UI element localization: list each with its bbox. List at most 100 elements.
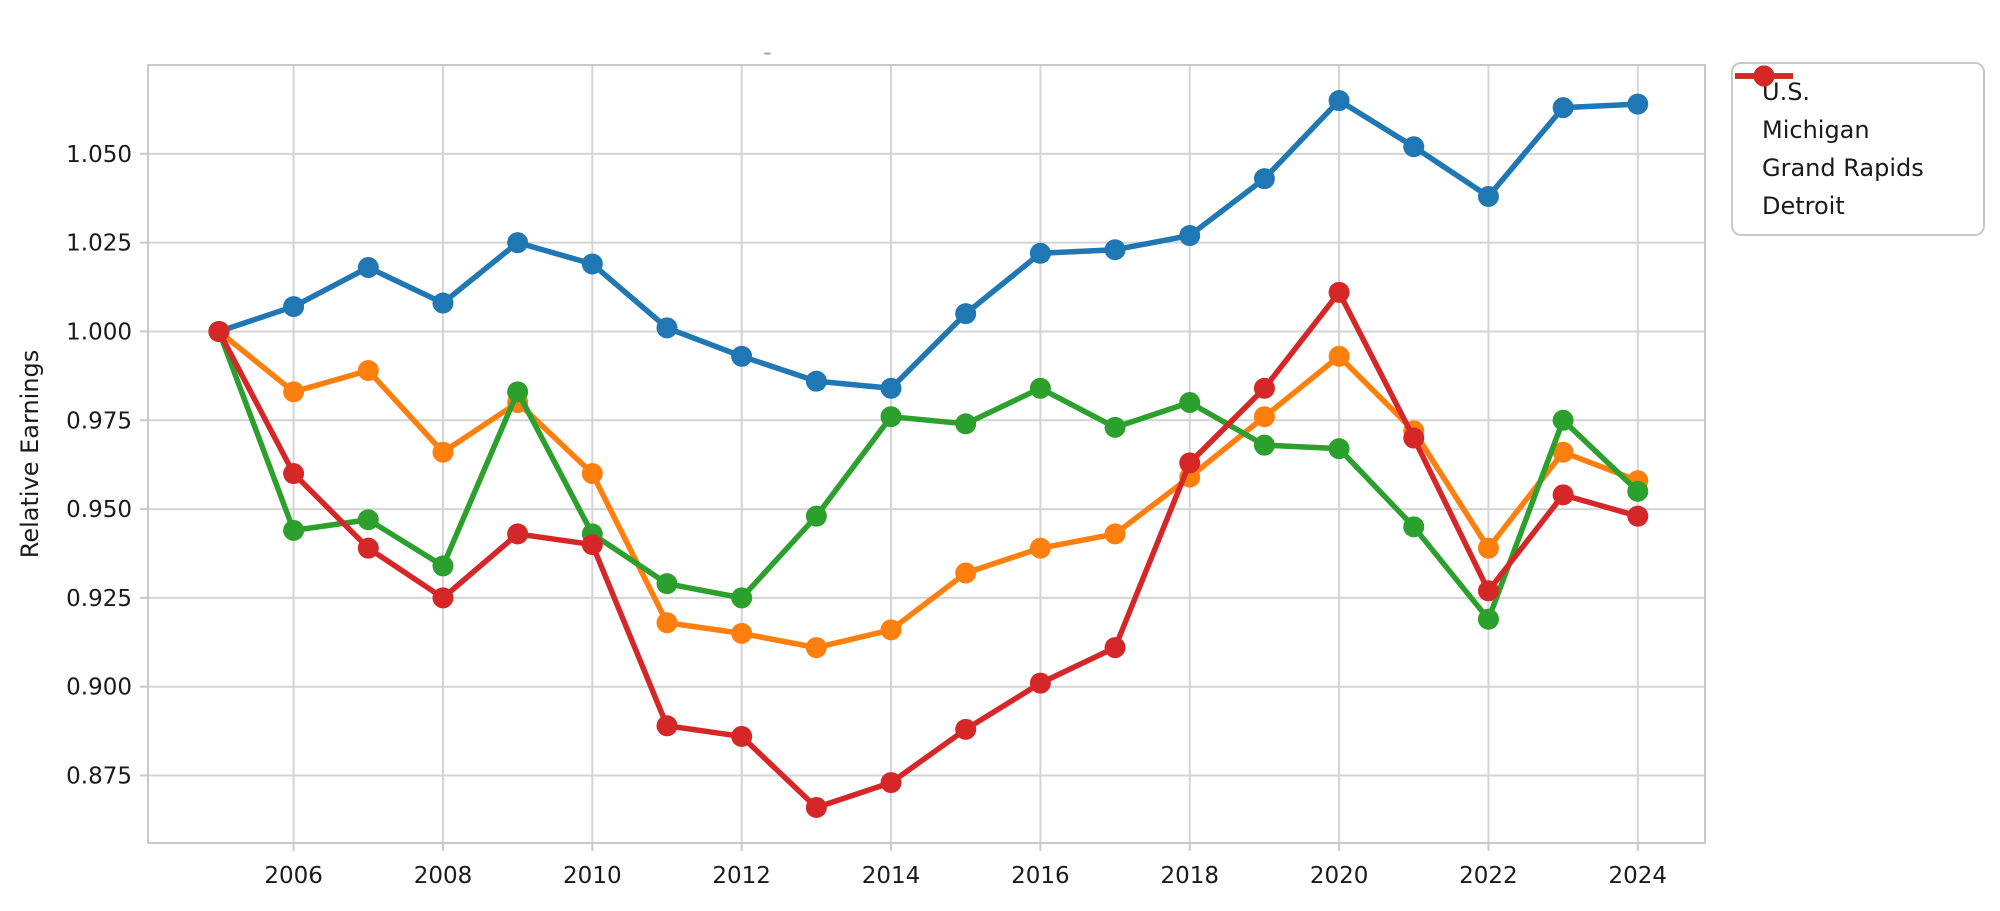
series-marker-detroit xyxy=(1627,505,1649,527)
x-tick-label: 2014 xyxy=(862,863,921,889)
series-marker-u-s xyxy=(1627,93,1649,115)
series-marker-michigan xyxy=(1552,441,1574,463)
x-tick-label: 2022 xyxy=(1459,863,1518,889)
series-marker-grand-rapids xyxy=(731,587,753,609)
series-marker-michigan xyxy=(1253,406,1275,428)
x-tick-label: 2012 xyxy=(712,863,771,889)
series-marker-michigan xyxy=(432,441,454,463)
series-marker-u-s xyxy=(805,370,827,392)
legend-label: Grand Rapids xyxy=(1762,154,1924,182)
series-marker-detroit xyxy=(1104,637,1126,659)
x-tick-label: 2024 xyxy=(1609,863,1668,889)
series-marker-detroit xyxy=(1253,377,1275,399)
series-marker-detroit xyxy=(1403,427,1425,449)
series-marker-detroit xyxy=(656,715,678,737)
series-marker-u-s xyxy=(1104,239,1126,261)
stray-dash-artifact: - xyxy=(763,38,772,66)
series-marker-michigan xyxy=(1029,537,1051,559)
legend-label: Michigan xyxy=(1762,116,1870,144)
y-tick-label: 0.875 xyxy=(66,764,132,790)
series-marker-grand-rapids xyxy=(880,406,902,428)
series-marker-grand-rapids xyxy=(357,509,379,531)
legend-dot-icon xyxy=(1753,65,1775,87)
series-marker-detroit xyxy=(880,772,902,794)
y-tick-label: 0.950 xyxy=(66,497,132,523)
y-tick-label: 0.925 xyxy=(66,586,132,612)
series-marker-u-s xyxy=(432,292,454,314)
series-marker-grand-rapids xyxy=(1328,438,1350,460)
series-marker-michigan xyxy=(357,360,379,382)
series-marker-grand-rapids xyxy=(283,519,305,541)
series-marker-detroit xyxy=(955,718,977,740)
series-marker-u-s xyxy=(357,256,379,278)
series-marker-detroit xyxy=(1328,281,1350,303)
series-marker-detroit xyxy=(357,537,379,559)
series-marker-detroit xyxy=(1179,452,1201,474)
y-tick-label: 1.000 xyxy=(66,319,132,345)
series-marker-u-s xyxy=(955,303,977,325)
series-marker-michigan xyxy=(283,381,305,403)
series-marker-u-s xyxy=(507,232,529,254)
series-marker-u-s xyxy=(1179,225,1201,247)
series-marker-grand-rapids xyxy=(507,381,529,403)
series-marker-grand-rapids xyxy=(1403,516,1425,538)
series-marker-grand-rapids xyxy=(1179,391,1201,413)
series-marker-u-s xyxy=(656,317,678,339)
legend-item-detroit: Detroit xyxy=(1735,65,1973,225)
legend-item-michigan: Michigan xyxy=(1735,65,1973,149)
series-marker-michigan xyxy=(805,637,827,659)
series-marker-detroit xyxy=(1552,484,1574,506)
series-marker-grand-rapids xyxy=(432,555,454,577)
y-tick-label: 1.050 xyxy=(66,142,132,168)
series-marker-michigan xyxy=(1328,345,1350,367)
series-marker-michigan xyxy=(581,463,603,485)
series-marker-michigan xyxy=(880,619,902,641)
legend-swatch-detroit xyxy=(1735,65,1793,87)
y-tick-label: 0.900 xyxy=(66,675,132,701)
series-marker-michigan xyxy=(1104,523,1126,545)
series-marker-michigan xyxy=(656,612,678,634)
x-tick-label: 2016 xyxy=(1011,863,1070,889)
series-marker-u-s xyxy=(1403,136,1425,158)
series-marker-detroit xyxy=(507,523,529,545)
series-marker-u-s xyxy=(283,296,305,318)
series-marker-grand-rapids xyxy=(1104,416,1126,438)
x-tick-label: 2018 xyxy=(1160,863,1219,889)
series-marker-grand-rapids xyxy=(1627,480,1649,502)
series-marker-detroit xyxy=(581,534,603,556)
series-line-grand-rapids xyxy=(216,328,1641,622)
series-marker-grand-rapids xyxy=(1477,608,1499,630)
series-marker-u-s xyxy=(1477,185,1499,207)
legend-label: Detroit xyxy=(1762,192,1845,220)
series-line-u-s xyxy=(216,97,1641,392)
series-marker-u-s xyxy=(1328,90,1350,112)
y-tick-label: 1.025 xyxy=(66,231,132,257)
series-marker-detroit xyxy=(208,320,230,342)
y-tick-label: 0.975 xyxy=(66,408,132,434)
legend: U.S. Michigan Grand Rapids Detroit xyxy=(1731,62,1985,236)
series-marker-michigan xyxy=(955,562,977,584)
series-marker-michigan xyxy=(731,622,753,644)
series-marker-detroit xyxy=(1477,580,1499,602)
series-marker-grand-rapids xyxy=(805,505,827,527)
series-marker-grand-rapids xyxy=(1253,434,1275,456)
series-line-detroit xyxy=(216,289,1641,811)
x-tick-label: 2010 xyxy=(563,863,622,889)
x-tick-label: 2006 xyxy=(264,863,323,889)
plot-border xyxy=(147,64,1706,844)
series-marker-detroit xyxy=(805,796,827,818)
series-marker-detroit xyxy=(1029,672,1051,694)
series-marker-u-s xyxy=(880,377,902,399)
series-marker-u-s xyxy=(1029,242,1051,264)
series-marker-grand-rapids xyxy=(1552,409,1574,431)
series-marker-u-s xyxy=(581,253,603,275)
series-marker-detroit xyxy=(283,463,305,485)
x-tick-label: 2008 xyxy=(414,863,473,889)
series-line-michigan xyxy=(216,328,1641,651)
series-marker-grand-rapids xyxy=(656,573,678,595)
y-axis-title: Relative Earnings xyxy=(16,349,44,559)
series-marker-grand-rapids xyxy=(1029,377,1051,399)
legend-item-grand-rapids: Grand Rapids xyxy=(1735,65,1973,187)
